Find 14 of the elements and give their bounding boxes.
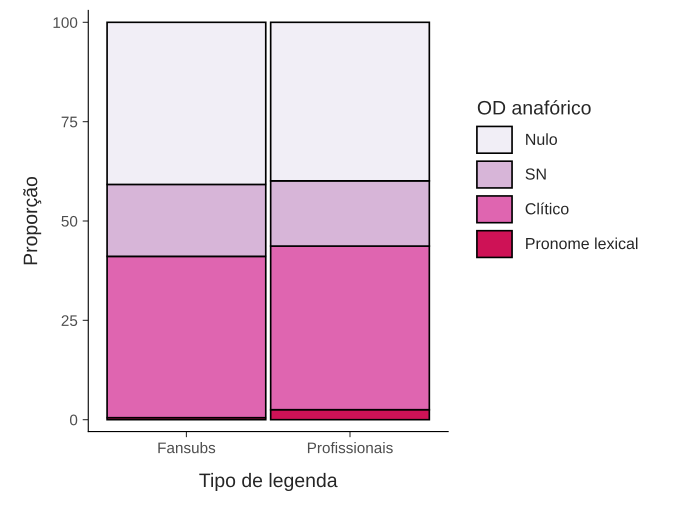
y-tick-label: 100	[54, 17, 78, 28]
x-tick-label: Fansubs	[158, 442, 216, 454]
x-axis-title: Tipo de legenda	[199, 472, 338, 492]
y-tick-label: 75	[62, 116, 78, 128]
legend-title: OD anafórico	[478, 100, 591, 115]
x-tick-label: Profissionais	[308, 442, 393, 454]
y-tick-label: 50	[61, 216, 78, 227]
legend-label: Nulo	[526, 133, 558, 145]
y-axis-title: Proporção	[23, 176, 42, 264]
legend-label: SN	[526, 168, 546, 180]
legend-label: Pronome lexical	[526, 237, 638, 250]
y-tick-label: 25	[62, 315, 78, 326]
legend-label: Clítico	[526, 202, 569, 214]
y-tick-label: 0	[70, 414, 78, 426]
